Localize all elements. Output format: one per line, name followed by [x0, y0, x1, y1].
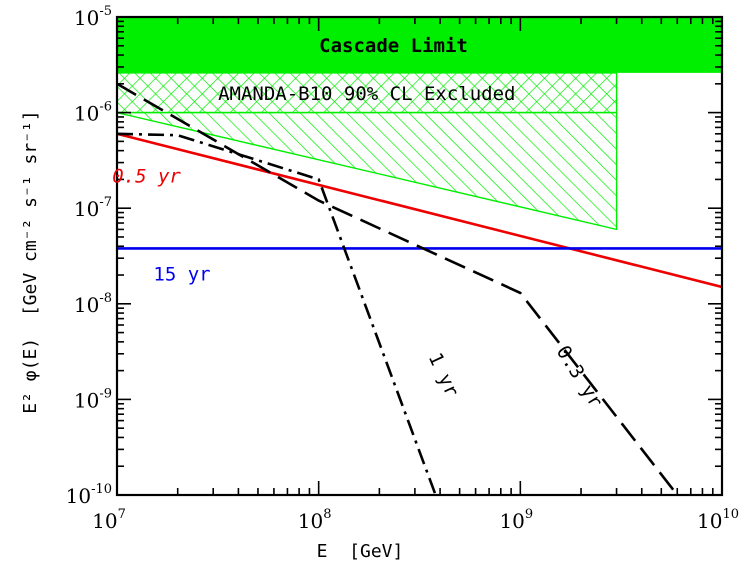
y-tick-label: 10-6 — [74, 100, 112, 126]
regions-layer — [117, 17, 722, 231]
series-layer — [117, 82, 722, 495]
ticks-layer — [116, 17, 722, 496]
y-axis-title: E² φ(E) [GeV cm⁻² s⁻¹ sr⁻¹] — [20, 110, 41, 413]
y-tick-label: 10-5 — [74, 4, 112, 30]
x-axis-title: E [GeV] — [317, 541, 404, 562]
series-line-0-5-yr — [117, 132, 722, 289]
x-tick-label: 109 — [499, 507, 533, 533]
series-line-1-yr — [117, 132, 437, 495]
series-line-0-3-yr — [117, 82, 679, 495]
series-label-1-yr: 1 yr — [424, 349, 463, 400]
y-tick-label: 10-8 — [74, 291, 112, 317]
region-0 — [117, 17, 722, 73]
x-tick-label: 107 — [92, 507, 126, 533]
series-label-0-3-yr: 0.3 yr — [552, 342, 607, 412]
series-label-15-yr: 15 yr — [153, 264, 210, 286]
x-tick-label: 108 — [298, 507, 332, 533]
y-tick-label: 10-9 — [74, 386, 112, 412]
y-tick-label: 10-10 — [66, 482, 112, 508]
series-label-0-5-yr: 0.5 yr — [112, 166, 181, 188]
y-tick-label: 10-7 — [74, 195, 112, 221]
region-label-0: Cascade Limit — [319, 35, 468, 57]
region-label-1: AMANDA-B10 90% CL Excluded — [218, 83, 515, 105]
region-2 — [117, 111, 618, 231]
plot-frame — [115, 15, 724, 497]
labels-layer: Cascade Limit AMANDA-B10 90% CL Excluded 1… — [66, 4, 739, 533]
x-tick-label: 1010 — [697, 507, 739, 533]
